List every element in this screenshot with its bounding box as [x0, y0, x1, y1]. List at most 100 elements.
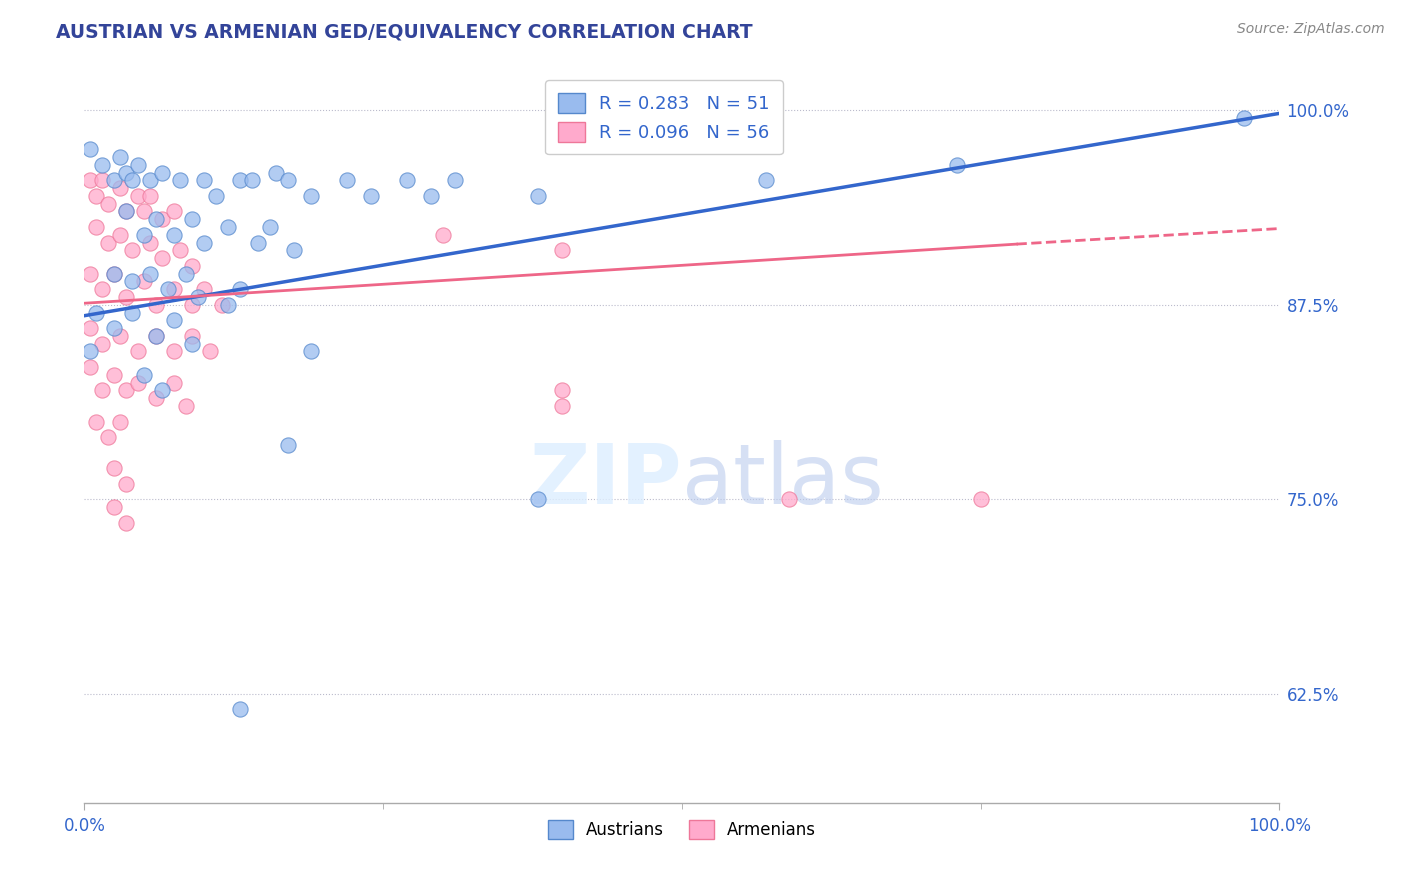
Point	[103, 173, 125, 187]
Point	[91, 282, 114, 296]
Point	[145, 212, 167, 227]
Point	[79, 359, 101, 374]
Point	[174, 399, 197, 413]
Point	[432, 227, 454, 242]
Point	[198, 344, 221, 359]
Point	[139, 189, 162, 203]
Point	[132, 204, 156, 219]
Point	[277, 173, 299, 187]
Point	[139, 267, 162, 281]
Point	[145, 298, 167, 312]
Point	[181, 259, 204, 273]
Point	[360, 189, 382, 203]
Point	[193, 282, 215, 296]
Point	[91, 173, 114, 187]
Point	[169, 173, 191, 187]
Point	[103, 267, 125, 281]
Point	[150, 251, 173, 265]
Point	[163, 376, 186, 390]
Point	[139, 235, 162, 250]
Point	[551, 244, 574, 258]
Point	[163, 344, 186, 359]
Point	[110, 415, 132, 429]
Point	[336, 173, 359, 187]
Point	[79, 173, 101, 187]
Point	[551, 384, 574, 398]
Point	[110, 150, 132, 164]
Point	[127, 344, 149, 359]
Point	[115, 290, 138, 304]
Text: atlas: atlas	[682, 441, 883, 522]
Point	[110, 227, 132, 242]
Point	[97, 235, 120, 250]
Point	[145, 391, 167, 405]
Point	[277, 438, 299, 452]
Point	[132, 275, 156, 289]
Point	[181, 298, 204, 312]
Point	[86, 415, 108, 429]
Point	[115, 204, 138, 219]
Point	[115, 516, 138, 530]
Point	[396, 173, 419, 187]
Point	[150, 165, 173, 179]
Point	[181, 329, 204, 343]
Point	[527, 492, 550, 507]
Point	[103, 267, 125, 281]
Point	[132, 227, 156, 242]
Point	[139, 173, 162, 187]
Point	[301, 189, 323, 203]
Point	[217, 298, 239, 312]
Point	[79, 267, 101, 281]
Point	[163, 282, 186, 296]
Point	[229, 173, 252, 187]
Point	[211, 298, 233, 312]
Point	[970, 492, 993, 507]
Point	[150, 212, 173, 227]
Text: ZIP: ZIP	[530, 441, 682, 522]
Point	[150, 384, 173, 398]
Point	[229, 702, 252, 716]
Text: AUSTRIAN VS ARMENIAN GED/EQUIVALENCY CORRELATION CHART: AUSTRIAN VS ARMENIAN GED/EQUIVALENCY COR…	[56, 22, 752, 41]
Point	[97, 196, 120, 211]
Point	[163, 313, 186, 327]
Point	[229, 282, 252, 296]
Point	[169, 244, 191, 258]
Point	[115, 476, 138, 491]
Point	[283, 244, 305, 258]
Point	[97, 430, 120, 444]
Point	[110, 181, 132, 195]
Point	[103, 461, 125, 475]
Point	[121, 173, 143, 187]
Point	[444, 173, 467, 187]
Point	[79, 321, 101, 335]
Point	[259, 219, 281, 234]
Point	[121, 305, 143, 319]
Point	[86, 219, 108, 234]
Point	[115, 384, 138, 398]
Point	[193, 235, 215, 250]
Point	[301, 344, 323, 359]
Point	[145, 329, 167, 343]
Point	[103, 368, 125, 382]
Point	[127, 189, 149, 203]
Point	[86, 189, 108, 203]
Point	[240, 173, 263, 187]
Point	[420, 189, 443, 203]
Point	[121, 244, 143, 258]
Point	[946, 158, 969, 172]
Point	[217, 219, 239, 234]
Point	[103, 321, 125, 335]
Point	[1233, 111, 1256, 125]
Point	[132, 368, 156, 382]
Point	[246, 235, 269, 250]
Point	[551, 399, 574, 413]
Point	[157, 282, 180, 296]
Point	[110, 329, 132, 343]
Point	[163, 204, 186, 219]
Point	[163, 227, 186, 242]
Point	[755, 173, 778, 187]
Text: Source: ZipAtlas.com: Source: ZipAtlas.com	[1237, 22, 1385, 37]
Point	[187, 290, 209, 304]
Point	[127, 158, 149, 172]
Point	[145, 329, 167, 343]
